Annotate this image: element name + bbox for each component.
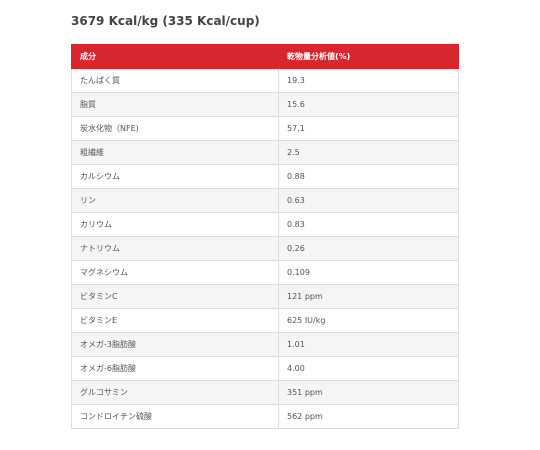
nutrient-name: グルコサミン: [71, 380, 279, 405]
nutrient-name: たんぱく質: [71, 68, 279, 93]
nutrient-name: 脂質: [71, 92, 279, 117]
table-row: オメガ-3脂肪酸 1.01: [71, 332, 459, 357]
table-row: 炭水化物（NFE) 57.1: [71, 116, 459, 141]
nutrient-value: 0.109: [278, 260, 459, 285]
table-header-row: 成分 乾物量分析値(%): [71, 44, 459, 69]
header-ingredient: 成分: [71, 44, 279, 69]
nutrient-name: オメガ-6脂肪酸: [71, 356, 279, 381]
nutrient-name: オメガ-3脂肪酸: [71, 332, 279, 357]
nutrient-name: カルシウム: [71, 164, 279, 189]
table-row: 脂質 15.6: [71, 92, 459, 117]
table-row: カリウム 0.83: [71, 212, 459, 237]
nutrient-value: 0.26: [278, 236, 459, 261]
table-row: ビタミンC 121 ppm: [71, 284, 459, 309]
nutrient-name: 粗繊維: [71, 140, 279, 165]
nutrient-value: 625 IU/kg: [278, 308, 459, 333]
nutrient-value: 1.01: [278, 332, 459, 357]
table-row: オメガ-6脂肪酸 4.00: [71, 356, 459, 381]
table-row: ビタミンE 625 IU/kg: [71, 308, 459, 333]
header-dry-matter-value: 乾物量分析値(%): [278, 44, 459, 69]
table-row: リン 0.63: [71, 188, 459, 213]
nutrient-name: 炭水化物（NFE): [71, 116, 279, 141]
nutrient-name: マグネシウム: [71, 260, 279, 285]
table-row: ナトリウム 0.26: [71, 236, 459, 261]
nutrient-value: 351 ppm: [278, 380, 459, 405]
nutrient-value: 0.88: [278, 164, 459, 189]
nutrient-value: 15.6: [278, 92, 459, 117]
nutrient-name: ナトリウム: [71, 236, 279, 261]
nutrient-value: 121 ppm: [278, 284, 459, 309]
table-row: マグネシウム 0.109: [71, 260, 459, 285]
nutrient-name: ビタミンC: [71, 284, 279, 309]
nutrient-name: コンドロイチン硫酸: [71, 404, 279, 429]
nutrient-table: 成分 乾物量分析値(%) たんぱく質 19.3 脂質 15.6 炭水化物（NFE…: [71, 44, 459, 429]
table-row: 粗繊維 2.5: [71, 140, 459, 165]
nutrient-value: 562 ppm: [278, 404, 459, 429]
nutrient-value: 2.5: [278, 140, 459, 165]
table-row: たんぱく質 19.3: [71, 68, 459, 93]
nutrient-value: 19.3: [278, 68, 459, 93]
nutrient-value: 57.1: [278, 116, 459, 141]
table-row: コンドロイチン硫酸 562 ppm: [71, 404, 459, 429]
nutrient-name: ビタミンE: [71, 308, 279, 333]
nutrient-name: リン: [71, 188, 279, 213]
nutrient-value: 4.00: [278, 356, 459, 381]
table-row: グルコサミン 351 ppm: [71, 380, 459, 405]
table-row: カルシウム 0.88: [71, 164, 459, 189]
nutrient-value: 0.83: [278, 212, 459, 237]
nutrient-name: カリウム: [71, 212, 279, 237]
nutrient-value: 0.63: [278, 188, 459, 213]
calorie-heading: 3679 Kcal/kg (335 Kcal/cup): [71, 14, 260, 28]
